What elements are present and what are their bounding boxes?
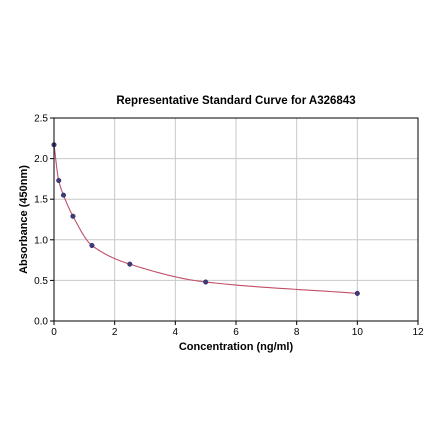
y-tick-label: 0.5 — [34, 276, 48, 287]
grid-layer — [53, 117, 419, 322]
x-tick-label: 6 — [233, 327, 239, 338]
x-axis-label: Concentration (ng/ml) — [179, 341, 294, 353]
y-tick-label: 0.0 — [34, 317, 48, 328]
data-points-layer — [51, 142, 360, 296]
x-tick-label: 2 — [112, 327, 118, 338]
y-axis-label: Absorbance (450nm) — [18, 165, 30, 274]
x-tick-label: 0 — [51, 327, 57, 338]
y-tick-label: 1.5 — [34, 195, 48, 206]
y-tick-label: 1.0 — [34, 235, 48, 246]
x-tick-label: 8 — [294, 327, 300, 338]
x-tick-label: 12 — [412, 327, 424, 338]
y-tick-label: 2.0 — [34, 154, 48, 165]
data-point — [203, 279, 209, 285]
x-tick-label: 4 — [173, 327, 179, 338]
data-point — [70, 213, 76, 219]
data-point — [89, 242, 95, 249]
chart-title: Representative Standard Curve for A32684… — [116, 95, 355, 107]
y-tick-label: 2.5 — [34, 114, 48, 125]
x-tick-label: 10 — [352, 327, 364, 338]
data-point — [127, 261, 133, 267]
data-point — [354, 290, 360, 296]
axis-ticks-layer: 0 2 4 6 8 10 12 0.0 0.5 1.0 1.5 2.0 2.5 — [34, 114, 424, 339]
fit-curve-line — [53, 144, 358, 294]
data-point — [60, 192, 67, 198]
fit-curve-layer — [53, 144, 358, 294]
data-point — [56, 177, 62, 184]
